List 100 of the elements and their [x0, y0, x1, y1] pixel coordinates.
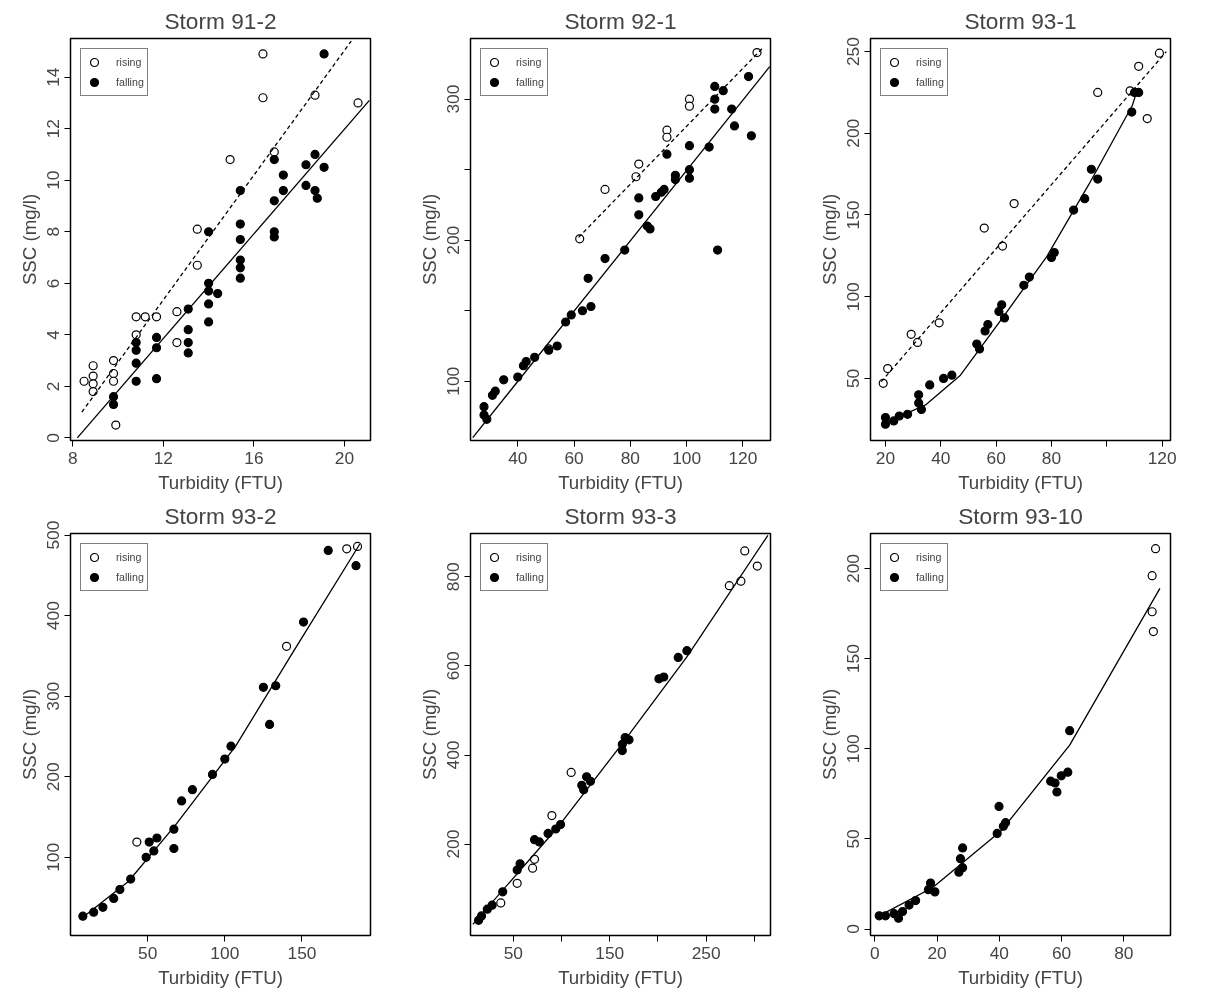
point: [108, 399, 119, 410]
x-tick-label: 150: [595, 942, 625, 963]
point: [235, 263, 245, 273]
point: [235, 234, 245, 245]
y-axis-title: SSC (mg/l): [18, 193, 40, 286]
y-tick-label: 400: [443, 740, 464, 770]
x-tick-label: 50: [503, 942, 523, 963]
point: [684, 173, 695, 183]
y-tick-label: 150: [843, 644, 864, 674]
point: [954, 867, 964, 877]
point: [152, 833, 162, 843]
point: [710, 81, 720, 92]
point: [997, 241, 1008, 251]
x-tick-label: 60: [564, 447, 584, 468]
x-axis-title: Turbidity (FTU): [558, 966, 683, 988]
point: [528, 863, 538, 873]
x-axis-title: Turbidity (FTU): [158, 966, 283, 988]
point: [131, 358, 141, 368]
point: [496, 898, 506, 908]
legend-label: falling: [916, 570, 944, 584]
y-tick-label: 500: [43, 520, 64, 550]
point: [109, 893, 119, 904]
x-tick-label: 80: [1114, 942, 1134, 963]
point: [893, 913, 904, 923]
point: [278, 170, 288, 180]
x-tick-label: 80: [620, 447, 640, 468]
point: [547, 811, 557, 821]
x-axis-title: Turbidity (FTU): [958, 471, 1083, 493]
y-tick-label: 50: [843, 368, 864, 389]
point: [634, 193, 644, 203]
point: [1080, 194, 1090, 204]
point: [79, 376, 89, 386]
point: [312, 193, 322, 203]
point: [172, 337, 182, 348]
point: [634, 210, 644, 220]
y-tick-label: 6: [43, 278, 64, 289]
point: [874, 911, 884, 921]
point: [310, 149, 320, 160]
point: [131, 312, 141, 322]
y-tick-label: 100: [443, 366, 464, 396]
x-axis-title: Turbidity (FTU): [158, 471, 283, 493]
point: [225, 155, 235, 165]
y-tick-label: 12: [43, 119, 64, 139]
y-tick-label: 800: [443, 562, 464, 592]
y-tick-label: 100: [43, 842, 64, 872]
point: [577, 306, 588, 316]
point: [980, 326, 990, 336]
legend-label: rising: [116, 55, 142, 69]
point: [1147, 571, 1157, 581]
point: [740, 546, 750, 556]
point: [997, 300, 1007, 310]
point: [108, 376, 119, 386]
point: [204, 299, 214, 309]
y-tick-label: 200: [843, 118, 864, 148]
point: [914, 390, 924, 400]
legend-label: falling: [916, 75, 944, 89]
y-tick-label: 200: [843, 554, 864, 583]
point: [752, 561, 762, 571]
y-tick-label: 2: [43, 381, 64, 392]
point: [634, 159, 644, 169]
point: [529, 835, 540, 845]
y-axis-title: SSC (mg/l): [818, 688, 840, 781]
point: [552, 341, 562, 351]
chart-title: Storm 93-10: [958, 502, 1083, 529]
point: [600, 184, 610, 195]
chart-title: Storm 91-2: [164, 7, 277, 34]
point: [947, 370, 957, 380]
y-tick-label: 8: [43, 226, 64, 237]
point: [662, 132, 672, 142]
point: [151, 374, 162, 384]
point: [235, 185, 245, 196]
point: [235, 255, 245, 265]
point: [897, 906, 908, 917]
point: [586, 301, 596, 312]
point: [98, 902, 108, 912]
point: [88, 379, 98, 389]
point: [132, 837, 142, 847]
point: [204, 227, 214, 237]
point: [906, 329, 916, 339]
legend-label: rising: [516, 55, 542, 69]
point: [499, 375, 509, 385]
point: [1093, 87, 1103, 98]
point: [724, 581, 734, 591]
point: [654, 674, 664, 684]
y-tick-label: 300: [443, 84, 464, 114]
x-tick-label: 120: [1147, 447, 1177, 468]
point: [269, 196, 279, 206]
point: [319, 162, 329, 172]
point: [1052, 787, 1062, 797]
x-tick-label: 250: [691, 942, 721, 963]
point: [925, 380, 935, 390]
legend-label: rising: [916, 55, 942, 69]
y-axis-title: SSC (mg/l): [418, 193, 440, 286]
point: [88, 361, 98, 371]
point: [1147, 607, 1157, 617]
x-tick-label: 60: [1051, 942, 1072, 963]
point: [258, 682, 268, 692]
y-tick-label: 200: [443, 829, 464, 859]
point: [235, 219, 245, 229]
point: [1093, 174, 1103, 184]
